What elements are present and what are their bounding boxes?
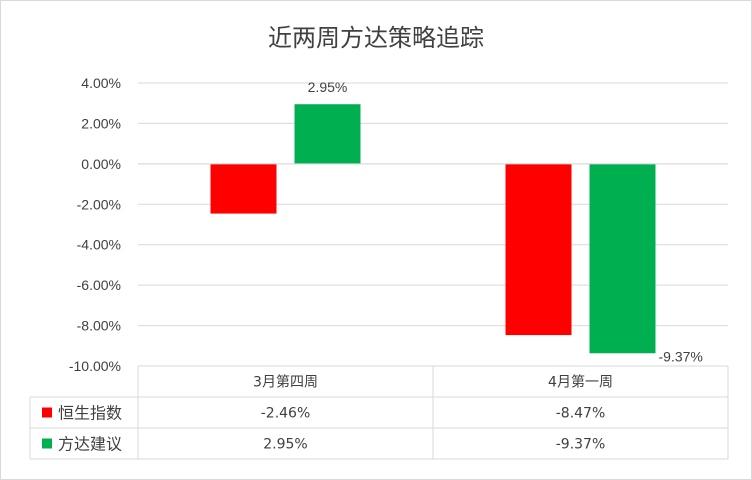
legend-label: 恒生指数: [58, 404, 122, 423]
legend-label: 方达建议: [58, 435, 122, 454]
data-label: -9.37%: [659, 348, 703, 364]
category-label: 3月第四周: [253, 374, 318, 391]
category-label: 4月第一周: [548, 374, 613, 391]
y-tick-label: -6.00%: [77, 277, 121, 293]
bar: [210, 163, 277, 214]
y-tick-label: -10.00%: [69, 358, 121, 374]
legend-key: [42, 407, 52, 418]
bar: [505, 163, 572, 336]
y-tick-label: -4.00%: [77, 237, 121, 253]
y-tick-label: -2.00%: [77, 196, 121, 212]
y-tick-label: 4.00%: [81, 75, 121, 91]
table-value: -9.37%: [556, 437, 606, 453]
data-label: 2.95%: [308, 79, 348, 95]
chart-title: 近两周方达策略追踪: [268, 24, 484, 52]
table-value: -2.46%: [261, 406, 311, 422]
y-tick-label: 0.00%: [81, 156, 121, 172]
bar: [294, 104, 361, 164]
table-value: -8.47%: [556, 406, 606, 422]
table-value: 2.95%: [263, 437, 307, 453]
bar: [589, 163, 656, 354]
y-tick-label: 2.00%: [81, 115, 121, 131]
legend-key: [42, 438, 52, 449]
y-tick-label: -8.00%: [77, 318, 121, 334]
